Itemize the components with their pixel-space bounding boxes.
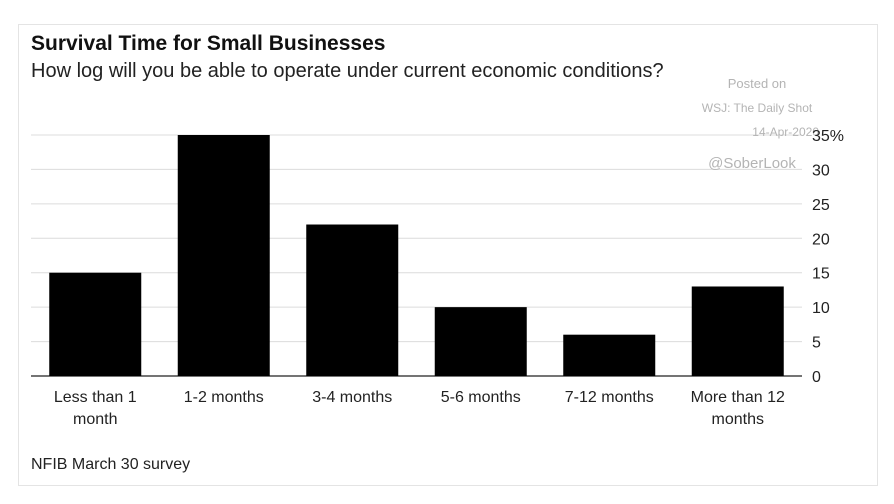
bar bbox=[177, 135, 270, 376]
y-tick-label: 10 bbox=[812, 300, 830, 317]
bar bbox=[49, 272, 142, 376]
x-tick-label: 3-4 months bbox=[312, 389, 392, 406]
watermark-date: 14-Apr-2020 bbox=[752, 125, 819, 139]
y-tick-label: 35% bbox=[812, 128, 844, 145]
watermark-handle: @SoberLook bbox=[708, 155, 796, 172]
y-tick-label: 15 bbox=[812, 266, 830, 283]
x-tick-label: Less than 1 month bbox=[54, 389, 137, 428]
x-axis-ticks: Less than 1 month 1-2 months 3-4 months 5-6 … bbox=[54, 389, 785, 428]
bar bbox=[434, 307, 527, 376]
y-tick-label: 5 bbox=[812, 335, 821, 352]
watermark-posted-on: Posted on bbox=[728, 76, 787, 91]
y-axis-ticks: 0 5 10 15 20 25 30 35% bbox=[812, 128, 844, 386]
x-tick-label: 5-6 months bbox=[441, 389, 521, 406]
watermark: Posted on WSJ: The Daily Shot 14-Apr-202… bbox=[702, 76, 820, 172]
bars bbox=[49, 135, 784, 376]
y-tick-label: 20 bbox=[812, 231, 830, 248]
source-note: NFIB March 30 survey bbox=[31, 456, 191, 473]
x-tick-label: 1-2 months bbox=[184, 389, 264, 406]
chart-title: Survival Time for Small Businesses bbox=[31, 32, 386, 55]
chart-frame bbox=[18, 24, 878, 486]
y-tick-label: 0 bbox=[812, 369, 821, 386]
gridlines bbox=[31, 134, 802, 377]
chart-subtitle: How log will you be able to operate unde… bbox=[31, 60, 664, 82]
bar bbox=[691, 286, 784, 376]
y-tick-label: 25 bbox=[812, 197, 830, 214]
watermark-source: WSJ: The Daily Shot bbox=[702, 101, 813, 115]
x-tick-label: 7-12 months bbox=[565, 389, 654, 406]
bar bbox=[306, 224, 399, 376]
y-tick-label: 30 bbox=[812, 162, 830, 179]
x-tick-label: More than 12 months bbox=[691, 389, 785, 428]
bar bbox=[563, 334, 656, 376]
